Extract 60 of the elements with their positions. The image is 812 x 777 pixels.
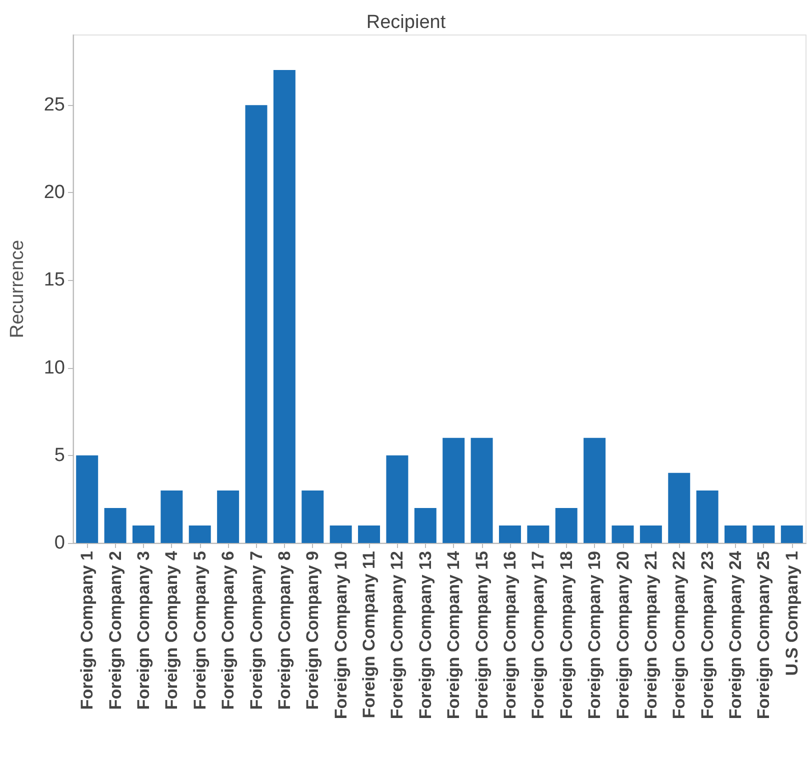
x-tick-label: Foreign Company 15: [472, 551, 492, 720]
bar: [386, 455, 408, 543]
bar: [217, 490, 240, 543]
chart-title: Recipient: [366, 12, 446, 33]
bar: [640, 525, 662, 543]
bar: [76, 455, 98, 543]
bar: [188, 525, 211, 543]
x-tick-label: Foreign Company 8: [274, 551, 294, 710]
bar: [470, 438, 493, 543]
y-axis-title: Recurrence: [7, 240, 28, 338]
x-tick-label: Foreign Company 12: [388, 551, 407, 720]
x-tick-label: Foreign Company 4: [162, 550, 182, 710]
x-tick-label: Foreign Company 22: [670, 551, 689, 720]
y-tick-label: 5: [54, 444, 65, 466]
x-tick-label: Foreign Company 7: [246, 551, 266, 710]
x-tick-label: Foreign Company 13: [416, 551, 435, 720]
x-tick-label: Foreign Company 23: [698, 551, 717, 720]
x-tick-label: Foreign Company 16: [500, 551, 520, 720]
bar: [527, 525, 550, 543]
x-tick-label: Foreign Company 9: [303, 551, 322, 710]
x-tick-label: Foreign Company 5: [190, 551, 210, 710]
bar: [104, 508, 126, 543]
bar: [696, 490, 718, 543]
bar: [442, 438, 465, 543]
y-tick-label: 20: [44, 182, 65, 204]
x-tick-label: Foreign Company 17: [528, 551, 548, 720]
bar: [584, 438, 606, 543]
x-tick-label: Foreign Company 24: [726, 550, 746, 720]
x-tick-label: Foreign Company 10: [331, 551, 350, 720]
x-tick-label: Foreign Company 3: [134, 551, 153, 710]
bar: [358, 525, 380, 543]
bar: [132, 525, 154, 543]
x-tick-label: Foreign Company 20: [613, 551, 632, 720]
bar: [273, 70, 296, 543]
x-tick-label: Foreign Company 1: [78, 551, 97, 710]
x-tick-label: Foreign Company 2: [106, 551, 125, 710]
x-tick-label: Foreign Company 14: [444, 550, 464, 720]
x-tick-label: U.S Company 1: [782, 551, 802, 676]
bar: [245, 105, 268, 543]
bar: [752, 525, 775, 543]
x-tick-label: Foreign Company 21: [641, 551, 660, 720]
y-tick-label: 15: [44, 270, 65, 291]
x-tick-label: Foreign Company 18: [556, 551, 576, 720]
bar: [414, 508, 436, 543]
bar: [724, 525, 747, 543]
bar: [160, 490, 183, 543]
y-tick-label: 10: [44, 357, 65, 378]
x-tick-label: Foreign Company 6: [218, 551, 238, 710]
bar: [330, 525, 352, 543]
bar: [302, 490, 324, 543]
x-tick-label: Foreign Company 11: [360, 551, 379, 718]
x-tick-label: Foreign Company 25: [754, 551, 774, 720]
bar: [780, 525, 803, 543]
bar: [498, 525, 521, 543]
x-tick-label: Foreign Company 19: [585, 551, 604, 720]
y-tick-label: 0: [54, 532, 65, 554]
y-tick-label: 25: [44, 94, 65, 116]
bar: [668, 472, 690, 543]
bar: [612, 525, 634, 543]
bar: [555, 508, 578, 543]
